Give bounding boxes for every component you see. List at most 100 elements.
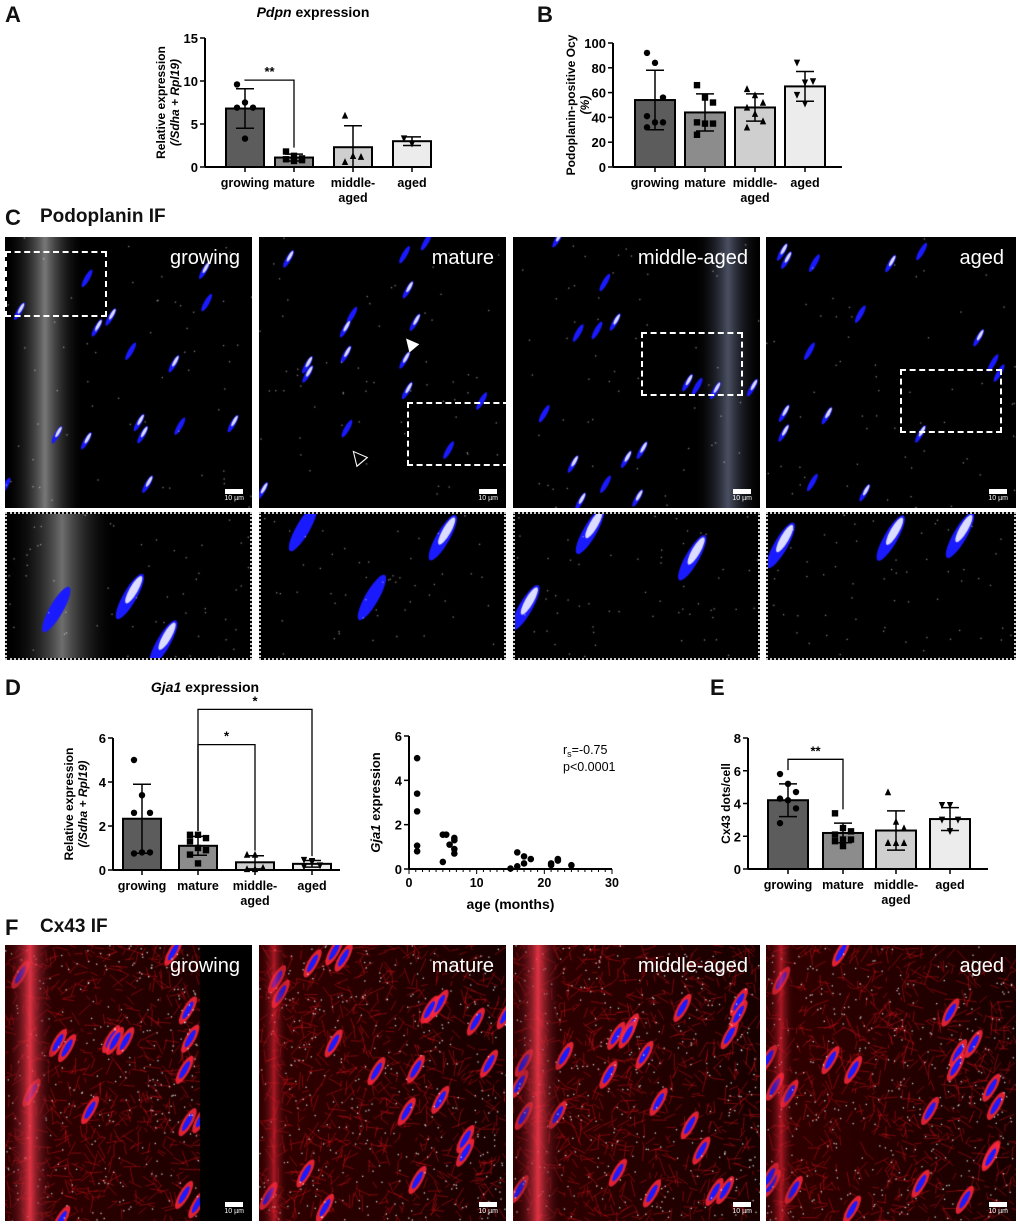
data-point	[290, 157, 298, 165]
data-point	[839, 824, 847, 832]
panel-label-f: F	[5, 915, 19, 940]
micrograph-canvas	[515, 514, 758, 658]
data-point	[527, 855, 535, 863]
data-point	[847, 836, 855, 843]
r-label: r	[563, 743, 567, 757]
micrograph-canvas	[259, 237, 506, 508]
data-point	[801, 79, 809, 87]
y-tick-label: 0	[395, 862, 402, 877]
data-point	[643, 124, 651, 131]
x-tick-label-line: growing	[764, 878, 813, 892]
data-point	[809, 78, 817, 86]
data-point	[413, 808, 421, 815]
podoplanin-zoom-growing	[5, 512, 252, 660]
data-point	[251, 865, 259, 873]
data-point	[568, 861, 575, 869]
significance-bracket	[197, 743, 256, 851]
data-point	[847, 828, 855, 835]
data-point	[643, 112, 651, 120]
data-point	[547, 861, 555, 869]
x-tick-label-line: aged	[397, 176, 426, 190]
group-label: aged	[959, 955, 1005, 977]
data-point	[693, 119, 701, 126]
data-point	[282, 148, 290, 155]
y-tick-label: 4	[734, 797, 742, 812]
scale-bar-label: 10 µm	[988, 495, 1008, 502]
data-point	[249, 104, 257, 111]
zoom-region-box	[900, 369, 1002, 433]
x-tick-label: middle-aged	[733, 176, 777, 205]
data-point	[243, 850, 251, 858]
data-point	[954, 816, 962, 824]
cx43-image-middle-aged: middle-aged 10 µm	[513, 945, 760, 1221]
data-point	[194, 831, 202, 838]
group-label: middle-aged	[637, 247, 748, 269]
y-tick-label: 80	[592, 61, 606, 76]
data-point	[651, 59, 659, 67]
x-tick-label-line: aged	[881, 893, 910, 907]
scale-bar-label: 10 µm	[988, 1208, 1008, 1215]
y-axis-label-line: (/Sdha + Rpl19)	[76, 760, 90, 847]
y-tick-label: 40	[592, 110, 606, 125]
micrograph-canvas	[259, 945, 506, 1221]
data-point	[651, 119, 659, 126]
data-point	[341, 111, 349, 119]
scale-bar-label: 10 µm	[732, 1208, 752, 1215]
x-tick-label: aged	[935, 878, 964, 892]
scale-bar: 10 µm	[224, 489, 244, 502]
data-point	[300, 863, 308, 871]
data-point	[701, 120, 709, 127]
y-tick-label: 2	[395, 818, 402, 833]
data-point	[938, 801, 946, 809]
data-point	[146, 809, 154, 816]
micrograph-canvas	[513, 237, 760, 508]
data-point	[520, 860, 528, 867]
y-tick-label: 6	[395, 729, 402, 744]
scale-bar: 10 µm	[478, 1202, 498, 1215]
p-value: p<0.0001	[563, 760, 616, 774]
podoplanin-image-aged: aged 10 µm	[766, 237, 1016, 508]
data-point	[146, 849, 154, 856]
group-label: growing	[169, 955, 240, 977]
x-tick-label-line: aged	[297, 879, 326, 893]
data-point	[643, 49, 651, 57]
data-point	[839, 842, 847, 850]
data-point	[839, 836, 847, 843]
data-point	[300, 856, 308, 864]
micrograph-canvas	[766, 237, 1016, 508]
group-label: mature	[431, 247, 494, 269]
panel-f-title: Cx43 IF	[40, 916, 108, 937]
data-point	[751, 109, 759, 117]
data-point	[884, 839, 892, 846]
x-tick-label-line: mature	[177, 879, 219, 893]
data-point	[659, 119, 667, 126]
y-axis-label-line: Relative expression	[154, 46, 168, 159]
significance-bracket	[244, 79, 295, 148]
data-point	[400, 135, 408, 143]
podoplanin-zoom-aged	[766, 512, 1016, 660]
significance-bracket	[787, 758, 844, 810]
x-tick-label-line: mature	[822, 878, 864, 892]
x-tick-label: middle-aged	[233, 879, 277, 908]
data-point	[743, 103, 751, 111]
data-point	[130, 756, 138, 764]
x-tick-label: aged	[397, 176, 426, 190]
significance-label: *	[224, 729, 230, 744]
scale-bar-label: 10 µm	[224, 1208, 244, 1215]
data-point	[282, 156, 290, 163]
data-point	[408, 140, 416, 148]
group-label: growing	[169, 247, 240, 269]
podoplanin-image-middle-aged: middle-aged 10 µm	[513, 237, 760, 508]
x-tick-label: growing	[221, 176, 270, 190]
x-tick-label: 30	[605, 876, 619, 890]
y-tick-label: 20	[592, 135, 606, 150]
data-point	[341, 158, 349, 166]
data-point	[776, 819, 784, 827]
podoplanin-zoom-mature	[259, 512, 506, 660]
scale-bar: 10 µm	[732, 489, 752, 502]
data-point	[413, 842, 421, 850]
data-point	[251, 850, 259, 858]
data-point	[316, 862, 324, 870]
